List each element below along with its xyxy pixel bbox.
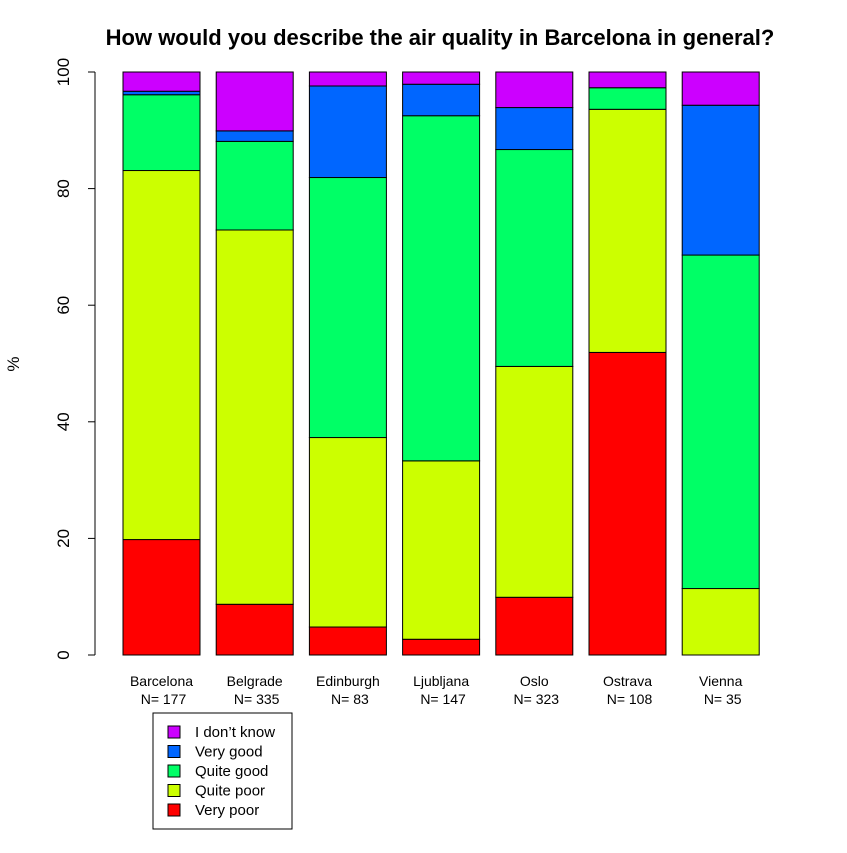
bar-segment: [122, 71, 201, 92]
legend-label: I don’t know: [195, 724, 275, 741]
legend-label: Quite poor: [195, 783, 265, 800]
legend: I don’t know Very good Quite good Quite poo…: [152, 712, 293, 830]
category-n-label: N= 335: [234, 691, 280, 707]
y-tick-label: 40: [54, 412, 73, 431]
bar-segment: [122, 539, 201, 656]
bar-segment: [308, 437, 387, 628]
y-tick-label: 80: [54, 179, 73, 198]
legend-item: I don’t know: [167, 724, 275, 741]
category-label: Edinburgh: [316, 673, 380, 689]
bar-stack: [402, 71, 481, 656]
bar-stack: [495, 71, 574, 656]
legend-swatch: [167, 803, 181, 817]
bar-segment: [495, 107, 574, 151]
bars: [122, 71, 760, 656]
legend-swatch: [167, 745, 181, 758]
y-tick-label: 0: [54, 650, 73, 659]
chart-title: How would you describe the air quality i…: [106, 25, 775, 50]
legend-label: Very good: [195, 744, 263, 761]
bar-segment: [215, 71, 294, 132]
legend-item: Quite poor: [167, 783, 265, 800]
bar-segment: [681, 104, 760, 256]
bar-segment: [215, 140, 294, 231]
bar-stack: [681, 71, 760, 656]
bar-segment: [402, 638, 481, 656]
category-label: Ljubljana: [413, 673, 469, 689]
bar-segment: [308, 71, 387, 87]
y-axis-label: %: [4, 356, 23, 371]
bar-segment: [402, 115, 481, 462]
bar-segment: [122, 94, 201, 172]
bar-segment: [681, 588, 760, 656]
category-n-label: N= 35: [704, 691, 742, 707]
category-labels: Barcelona N= 177 Belgrade N= 335 Edinburgh N=…: [130, 673, 743, 707]
bar-segment: [215, 229, 294, 605]
bar-segment: [402, 71, 481, 85]
category-n-label: N= 177: [141, 691, 187, 707]
y-tick-label: 20: [54, 529, 73, 548]
bar-segment: [308, 177, 387, 439]
bar-segment: [402, 460, 481, 640]
bar-segment: [681, 71, 760, 106]
category-label: Barcelona: [130, 673, 193, 689]
bar-segment: [588, 71, 667, 89]
y-tick-label: 60: [54, 296, 73, 315]
category-n-label: N= 108: [607, 691, 653, 707]
bar-segment: [122, 170, 201, 541]
bar-segment: [215, 130, 294, 142]
bar-segment: [588, 351, 667, 656]
category-label: Oslo: [520, 673, 549, 689]
category-label: Vienna: [699, 673, 743, 689]
bar-segment: [495, 71, 574, 109]
bar-segment: [495, 365, 574, 598]
legend-label: Quite good: [195, 763, 268, 780]
legend-swatch: [167, 784, 181, 797]
category-n-label: N= 323: [514, 691, 560, 707]
category-label: Ostrava: [603, 673, 652, 689]
bar-segment: [308, 85, 387, 179]
bar-stack: [308, 71, 387, 656]
bar-stack: [122, 71, 201, 656]
category-n-label: N= 147: [420, 691, 466, 707]
y-tick-label: 100: [54, 58, 73, 86]
y-axis: 0 20 40 60 80 100: [54, 58, 96, 660]
bar-segment: [122, 90, 201, 96]
bar-segment: [215, 603, 294, 656]
bar-segment: [588, 108, 667, 353]
bar-segment: [495, 596, 574, 656]
category-n-label: N= 83: [331, 691, 369, 707]
legend-item: Very poor: [167, 802, 259, 819]
legend-item: Quite good: [167, 763, 268, 780]
bar-segment: [402, 83, 481, 117]
bar-segment: [681, 254, 760, 590]
legend-swatch: [167, 725, 181, 739]
bar-stack: [215, 71, 294, 656]
legend-item: Very good: [167, 744, 263, 761]
category-label: Belgrade: [227, 673, 283, 689]
legend-swatch: [167, 764, 181, 778]
bar-segment: [588, 87, 667, 110]
legend-label: Very poor: [195, 802, 259, 819]
bar-segment: [495, 149, 574, 367]
bar-segment: [308, 626, 387, 656]
bar-stack: [588, 71, 667, 656]
